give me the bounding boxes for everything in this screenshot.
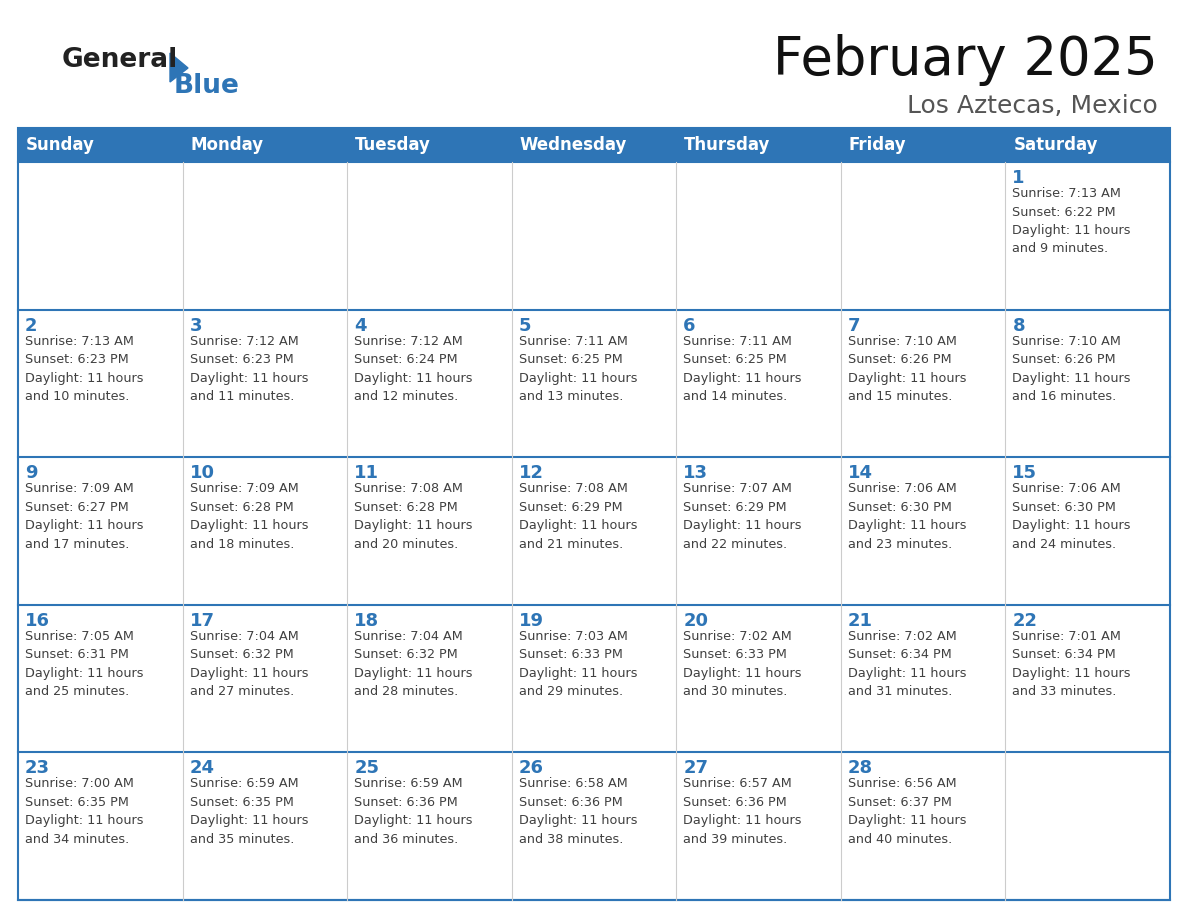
Text: Sunrise: 7:12 AM
Sunset: 6:23 PM
Daylight: 11 hours
and 11 minutes.: Sunrise: 7:12 AM Sunset: 6:23 PM Dayligh…	[190, 334, 308, 403]
Text: 10: 10	[190, 465, 215, 482]
Text: 21: 21	[848, 611, 873, 630]
Bar	[18, 128, 1170, 900]
Text: 27: 27	[683, 759, 708, 778]
Text: Monday: Monday	[190, 136, 264, 154]
Text: 19: 19	[519, 611, 544, 630]
Text: 13: 13	[683, 465, 708, 482]
Text: Thursday: Thursday	[684, 136, 771, 154]
Bar	[18, 128, 1170, 162]
Text: Saturday: Saturday	[1013, 136, 1098, 154]
Text: 28: 28	[848, 759, 873, 778]
Text: Sunrise: 7:12 AM
Sunset: 6:24 PM
Daylight: 11 hours
and 12 minutes.: Sunrise: 7:12 AM Sunset: 6:24 PM Dayligh…	[354, 334, 473, 403]
Text: Sunrise: 7:08 AM
Sunset: 6:28 PM
Daylight: 11 hours
and 20 minutes.: Sunrise: 7:08 AM Sunset: 6:28 PM Dayligh…	[354, 482, 473, 551]
Text: 24: 24	[190, 759, 215, 778]
Text: 23: 23	[25, 759, 50, 778]
Text: General: General	[62, 47, 178, 73]
Text: Sunrise: 7:11 AM
Sunset: 6:25 PM
Daylight: 11 hours
and 14 minutes.: Sunrise: 7:11 AM Sunset: 6:25 PM Dayligh…	[683, 334, 802, 403]
Text: Sunday: Sunday	[26, 136, 95, 154]
Text: Sunrise: 7:09 AM
Sunset: 6:28 PM
Daylight: 11 hours
and 18 minutes.: Sunrise: 7:09 AM Sunset: 6:28 PM Dayligh…	[190, 482, 308, 551]
Text: 25: 25	[354, 759, 379, 778]
Text: 2: 2	[25, 317, 38, 334]
Bar	[18, 753, 1170, 900]
Text: 22: 22	[1012, 611, 1037, 630]
Text: 8: 8	[1012, 317, 1025, 334]
Text: 26: 26	[519, 759, 544, 778]
Text: Sunrise: 7:00 AM
Sunset: 6:35 PM
Daylight: 11 hours
and 34 minutes.: Sunrise: 7:00 AM Sunset: 6:35 PM Dayligh…	[25, 778, 144, 845]
Text: February 2025: February 2025	[773, 34, 1158, 86]
Text: Sunrise: 7:06 AM
Sunset: 6:30 PM
Daylight: 11 hours
and 23 minutes.: Sunrise: 7:06 AM Sunset: 6:30 PM Dayligh…	[848, 482, 966, 551]
Bar	[18, 605, 1170, 753]
Text: Friday: Friday	[849, 136, 906, 154]
Bar	[18, 457, 1170, 605]
Text: Sunrise: 7:10 AM
Sunset: 6:26 PM
Daylight: 11 hours
and 16 minutes.: Sunrise: 7:10 AM Sunset: 6:26 PM Dayligh…	[1012, 334, 1131, 403]
Text: Sunrise: 7:07 AM
Sunset: 6:29 PM
Daylight: 11 hours
and 22 minutes.: Sunrise: 7:07 AM Sunset: 6:29 PM Dayligh…	[683, 482, 802, 551]
Text: 12: 12	[519, 465, 544, 482]
Text: 4: 4	[354, 317, 367, 334]
Text: Sunrise: 6:57 AM
Sunset: 6:36 PM
Daylight: 11 hours
and 39 minutes.: Sunrise: 6:57 AM Sunset: 6:36 PM Dayligh…	[683, 778, 802, 845]
Text: Sunrise: 7:01 AM
Sunset: 6:34 PM
Daylight: 11 hours
and 33 minutes.: Sunrise: 7:01 AM Sunset: 6:34 PM Dayligh…	[1012, 630, 1131, 699]
Text: Sunrise: 7:10 AM
Sunset: 6:26 PM
Daylight: 11 hours
and 15 minutes.: Sunrise: 7:10 AM Sunset: 6:26 PM Dayligh…	[848, 334, 966, 403]
Text: 11: 11	[354, 465, 379, 482]
Text: Tuesday: Tuesday	[355, 136, 431, 154]
Text: Sunrise: 6:59 AM
Sunset: 6:36 PM
Daylight: 11 hours
and 36 minutes.: Sunrise: 6:59 AM Sunset: 6:36 PM Dayligh…	[354, 778, 473, 845]
Text: Sunrise: 7:08 AM
Sunset: 6:29 PM
Daylight: 11 hours
and 21 minutes.: Sunrise: 7:08 AM Sunset: 6:29 PM Dayligh…	[519, 482, 637, 551]
Text: 9: 9	[25, 465, 38, 482]
Polygon shape	[170, 53, 188, 82]
Bar	[18, 162, 1170, 309]
Text: Wednesday: Wednesday	[519, 136, 627, 154]
Text: Sunrise: 7:13 AM
Sunset: 6:22 PM
Daylight: 11 hours
and 9 minutes.: Sunrise: 7:13 AM Sunset: 6:22 PM Dayligh…	[1012, 187, 1131, 255]
Text: 14: 14	[848, 465, 873, 482]
Bar	[18, 309, 1170, 457]
Text: Sunrise: 7:09 AM
Sunset: 6:27 PM
Daylight: 11 hours
and 17 minutes.: Sunrise: 7:09 AM Sunset: 6:27 PM Dayligh…	[25, 482, 144, 551]
Text: 18: 18	[354, 611, 379, 630]
Text: Sunrise: 7:04 AM
Sunset: 6:32 PM
Daylight: 11 hours
and 27 minutes.: Sunrise: 7:04 AM Sunset: 6:32 PM Dayligh…	[190, 630, 308, 699]
Text: Sunrise: 7:04 AM
Sunset: 6:32 PM
Daylight: 11 hours
and 28 minutes.: Sunrise: 7:04 AM Sunset: 6:32 PM Dayligh…	[354, 630, 473, 699]
Text: 5: 5	[519, 317, 531, 334]
Text: Sunrise: 7:11 AM
Sunset: 6:25 PM
Daylight: 11 hours
and 13 minutes.: Sunrise: 7:11 AM Sunset: 6:25 PM Dayligh…	[519, 334, 637, 403]
Text: Blue: Blue	[173, 73, 240, 99]
Text: Sunrise: 7:02 AM
Sunset: 6:33 PM
Daylight: 11 hours
and 30 minutes.: Sunrise: 7:02 AM Sunset: 6:33 PM Dayligh…	[683, 630, 802, 699]
Text: Sunrise: 7:03 AM
Sunset: 6:33 PM
Daylight: 11 hours
and 29 minutes.: Sunrise: 7:03 AM Sunset: 6:33 PM Dayligh…	[519, 630, 637, 699]
Text: 1: 1	[1012, 169, 1025, 187]
Text: 3: 3	[190, 317, 202, 334]
Text: Sunrise: 6:56 AM
Sunset: 6:37 PM
Daylight: 11 hours
and 40 minutes.: Sunrise: 6:56 AM Sunset: 6:37 PM Dayligh…	[848, 778, 966, 845]
Text: Sunrise: 7:13 AM
Sunset: 6:23 PM
Daylight: 11 hours
and 10 minutes.: Sunrise: 7:13 AM Sunset: 6:23 PM Dayligh…	[25, 334, 144, 403]
Text: 20: 20	[683, 611, 708, 630]
Text: Sunrise: 6:58 AM
Sunset: 6:36 PM
Daylight: 11 hours
and 38 minutes.: Sunrise: 6:58 AM Sunset: 6:36 PM Dayligh…	[519, 778, 637, 845]
Text: Sunrise: 7:05 AM
Sunset: 6:31 PM
Daylight: 11 hours
and 25 minutes.: Sunrise: 7:05 AM Sunset: 6:31 PM Dayligh…	[25, 630, 144, 699]
Text: Sunrise: 7:06 AM
Sunset: 6:30 PM
Daylight: 11 hours
and 24 minutes.: Sunrise: 7:06 AM Sunset: 6:30 PM Dayligh…	[1012, 482, 1131, 551]
Text: 7: 7	[848, 317, 860, 334]
Text: Los Aztecas, Mexico: Los Aztecas, Mexico	[908, 94, 1158, 118]
Text: Sunrise: 6:59 AM
Sunset: 6:35 PM
Daylight: 11 hours
and 35 minutes.: Sunrise: 6:59 AM Sunset: 6:35 PM Dayligh…	[190, 778, 308, 845]
Text: 15: 15	[1012, 465, 1037, 482]
Text: 16: 16	[25, 611, 50, 630]
Text: 6: 6	[683, 317, 696, 334]
Text: 17: 17	[190, 611, 215, 630]
Text: Sunrise: 7:02 AM
Sunset: 6:34 PM
Daylight: 11 hours
and 31 minutes.: Sunrise: 7:02 AM Sunset: 6:34 PM Dayligh…	[848, 630, 966, 699]
